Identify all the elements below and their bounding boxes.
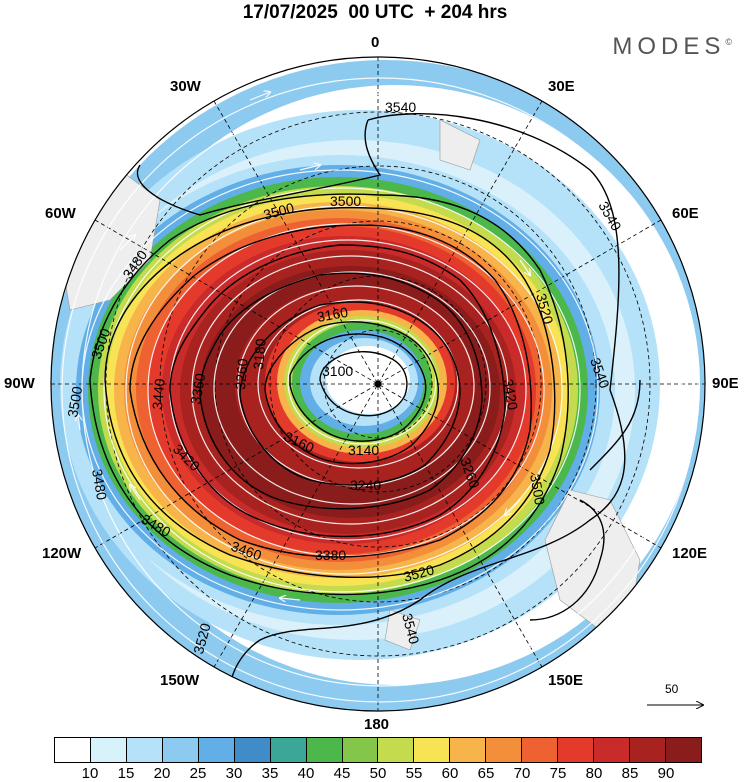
colorbar-label: 25 (189, 765, 207, 782)
colorbar-label: 75 (549, 765, 567, 782)
colorbar-label: 35 (261, 765, 279, 782)
colorbar-swatch (306, 738, 343, 762)
colorbar-label: 40 (297, 765, 315, 782)
contour-label: 3360 (187, 372, 208, 406)
colorbar-label: 65 (477, 765, 495, 782)
colorbar-swatch (198, 738, 235, 762)
lon-label-180: 180 (364, 716, 390, 733)
contour-label: 3500 (262, 199, 296, 223)
contour-label: 3140 (348, 442, 379, 458)
contour-label: 3520 (402, 561, 436, 585)
colorbar-swatch (486, 738, 523, 762)
colorbar-swatch (162, 738, 199, 762)
lon-label-120e: 120E (672, 545, 708, 562)
colorbar-swatch (90, 738, 127, 762)
modes-logo: MODES© (612, 33, 732, 61)
colorbar-label: 15 (117, 765, 135, 782)
lon-label-120w: 120W (42, 545, 82, 562)
colorbar-label: 55 (405, 765, 423, 782)
colorbar-label: 70 (513, 765, 531, 782)
colorbar-swatch (522, 738, 559, 762)
colorbar-label: 80 (585, 765, 603, 782)
colorbar-label: 10 (81, 765, 99, 782)
contour-label: 3240 (350, 477, 381, 493)
lon-label-90e: 90E (712, 375, 739, 392)
contour-label: 3180 (250, 338, 269, 371)
colorbar-swatch (234, 738, 271, 762)
colorbar-swatch (342, 738, 379, 762)
lon-label-0: 0 (371, 34, 380, 51)
colorbar-label: 50 (369, 765, 387, 782)
colorbar-swatch (55, 738, 91, 762)
colorbar-swatch (270, 738, 307, 762)
contour-label: 3540 (399, 612, 423, 646)
colorbar-label: 60 (441, 765, 459, 782)
colorbar-swatch (558, 738, 595, 762)
lon-label-60e: 60E (672, 205, 699, 222)
lon-label-30e: 30E (548, 78, 575, 95)
contour-label: 3500 (527, 473, 548, 507)
colorbar-label: 45 (333, 765, 351, 782)
copyright-mark: © (725, 37, 732, 47)
height-contours (89, 113, 641, 711)
map-title: 17/07/2025 00 UTC + 204 hrs (242, 2, 508, 23)
contour-label: 3160 (316, 304, 350, 325)
lon-label-60w: 60W (45, 205, 76, 222)
colorbar-swatch (450, 738, 487, 762)
lon-label-90w: 90W (4, 375, 35, 392)
contour-label: 3260 (232, 358, 251, 391)
wind-streamlines (61, 77, 699, 703)
colorbar-label: 20 (153, 765, 171, 782)
colorbar-swatch (414, 738, 451, 762)
contour-label: 3500 (64, 385, 85, 419)
colorbar-label: 85 (621, 765, 639, 782)
contour-label: 3520 (533, 292, 557, 326)
colorbar-swatch (630, 738, 666, 762)
contour-label: 3500 (330, 193, 361, 209)
lon-label-150w: 150W (160, 672, 200, 689)
colorbar-label: 30 (225, 765, 243, 782)
contour-label: 3420 (500, 378, 521, 412)
colorbar-swatch (378, 738, 415, 762)
pole-marker (374, 380, 382, 388)
graticule (51, 57, 705, 711)
lon-label-30w: 30W (170, 78, 201, 95)
colorbar-swatch (126, 738, 163, 762)
contour-label: 3440 (149, 378, 168, 411)
contour-label: 3380 (315, 547, 346, 563)
map-boundary (50, 56, 706, 712)
logo-text: MODES (612, 33, 726, 60)
contour-label: 3100 (322, 363, 353, 379)
colorbar-label: 90 (657, 765, 675, 782)
contour-label: 3480 (89, 468, 110, 502)
contour-label: 3520 (190, 621, 214, 655)
contour-label: 3540 (385, 99, 416, 115)
colorbar-swatch (665, 738, 701, 762)
colorbar (54, 737, 702, 763)
colorbar-swatch (594, 738, 630, 762)
reference-vector-label: 50 (665, 682, 679, 696)
lon-label-150e: 150E (548, 672, 584, 689)
